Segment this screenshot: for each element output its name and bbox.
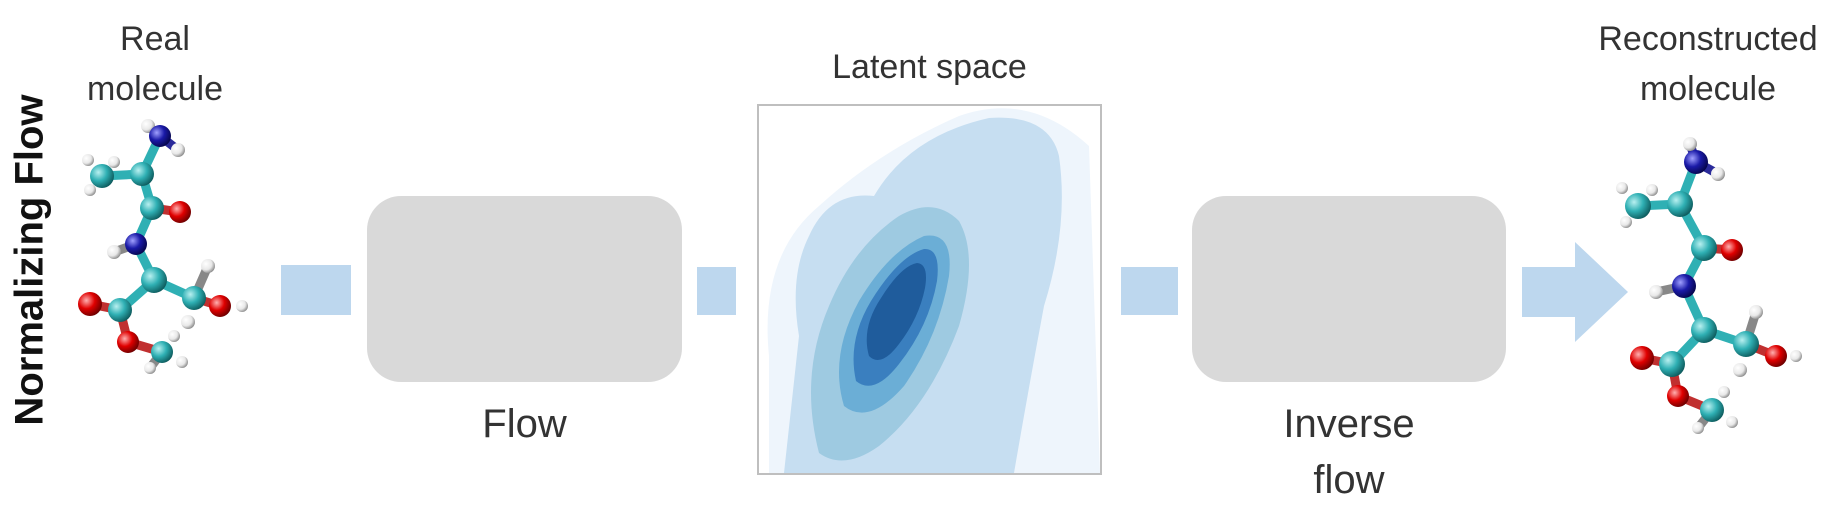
oxygen-atom (78, 292, 102, 316)
inverse-flow-label: Inverse flow (1192, 396, 1506, 508)
hydrogen-atom (1683, 137, 1697, 151)
inverse-flow-label-line1: Inverse (1283, 402, 1415, 446)
side-title-text: Normalizing Flow (7, 94, 52, 426)
hydrogen-atom (1749, 305, 1763, 319)
connector-bar (1121, 267, 1178, 315)
carbon-atom (108, 298, 132, 322)
hydrogen-atom (1718, 386, 1730, 398)
hydrogen-atom (1711, 167, 1725, 181)
carbon-atom (1667, 191, 1693, 217)
hydrogen-atom (1646, 184, 1658, 196)
carbon-atom (130, 162, 154, 186)
real-molecule-caption: Real molecule (60, 14, 250, 114)
hydrogen-atom (1790, 350, 1802, 362)
carbon-atom (140, 196, 164, 220)
oxygen-atom (117, 331, 139, 353)
hydrogen-atom (168, 330, 180, 342)
hydrogen-atom (144, 362, 156, 374)
reconstructed-molecule-caption-line1: Reconstructed (1598, 20, 1818, 58)
connector-bar (697, 267, 736, 315)
oxygen-atom (1667, 385, 1689, 407)
latent-density-contours (767, 108, 1100, 474)
hydrogen-atom (1726, 416, 1738, 428)
hydrogen-atom (108, 156, 120, 168)
hydrogen-atom (1649, 285, 1663, 299)
carbon-atom (1625, 193, 1651, 219)
carbon-atom (141, 267, 167, 293)
hydrogen-atom (82, 154, 94, 166)
carbon-atom (1659, 351, 1685, 377)
oxygen-atom (209, 295, 231, 317)
carbon-atom (1700, 398, 1724, 422)
hydrogen-atom (84, 184, 96, 196)
hydrogen-atom (1733, 363, 1747, 377)
nitrogen-atom (1672, 274, 1696, 298)
flow-label: Flow (482, 402, 567, 446)
hydrogen-atom (1616, 182, 1628, 194)
carbon-atom (1691, 317, 1717, 343)
carbon-atom (182, 286, 206, 310)
hydrogen-atom (201, 259, 215, 273)
hydrogen-atom (171, 143, 185, 157)
oxygen-atom (1721, 239, 1743, 261)
connector-bar (281, 265, 351, 315)
latent-space-plot (757, 104, 1102, 475)
reconstructed-molecule-caption: Reconstructed molecule (1583, 14, 1833, 114)
inverse-flow-box (1192, 196, 1506, 382)
real-molecule-caption-line1: Real (120, 20, 190, 58)
real-molecule-image (78, 119, 248, 374)
hydrogen-atom (176, 356, 188, 368)
carbon-atom (151, 341, 173, 363)
carbon-atom (1691, 235, 1717, 261)
hydrogen-atom (1620, 216, 1632, 228)
oxygen-atom (1765, 345, 1787, 367)
hydrogen-atom (107, 245, 121, 259)
nitrogen-atom (125, 233, 147, 255)
oxygen-atom (1630, 346, 1654, 370)
output-arrow-icon (1522, 242, 1628, 342)
oxygen-atom (169, 201, 191, 223)
reconstructed-molecule-caption-line2: molecule (1639, 70, 1777, 108)
hydrogen-atom (1692, 422, 1704, 434)
inverse-flow-label-line2: flow (1313, 458, 1385, 502)
flow-box (367, 196, 682, 382)
real-molecule-caption-line2: molecule (86, 70, 224, 108)
hydrogen-atom (181, 315, 195, 329)
carbon-atom (1733, 331, 1759, 357)
reconstructed-molecule-image (1616, 137, 1802, 434)
nitrogen-atom (149, 125, 171, 147)
nitrogen-atom (1684, 150, 1708, 174)
side-title: Normalizing Flow (0, 0, 60, 498)
latent-space-caption: Latent space (832, 48, 1027, 86)
hydrogen-atom (236, 300, 248, 312)
carbon-atom (90, 164, 114, 188)
